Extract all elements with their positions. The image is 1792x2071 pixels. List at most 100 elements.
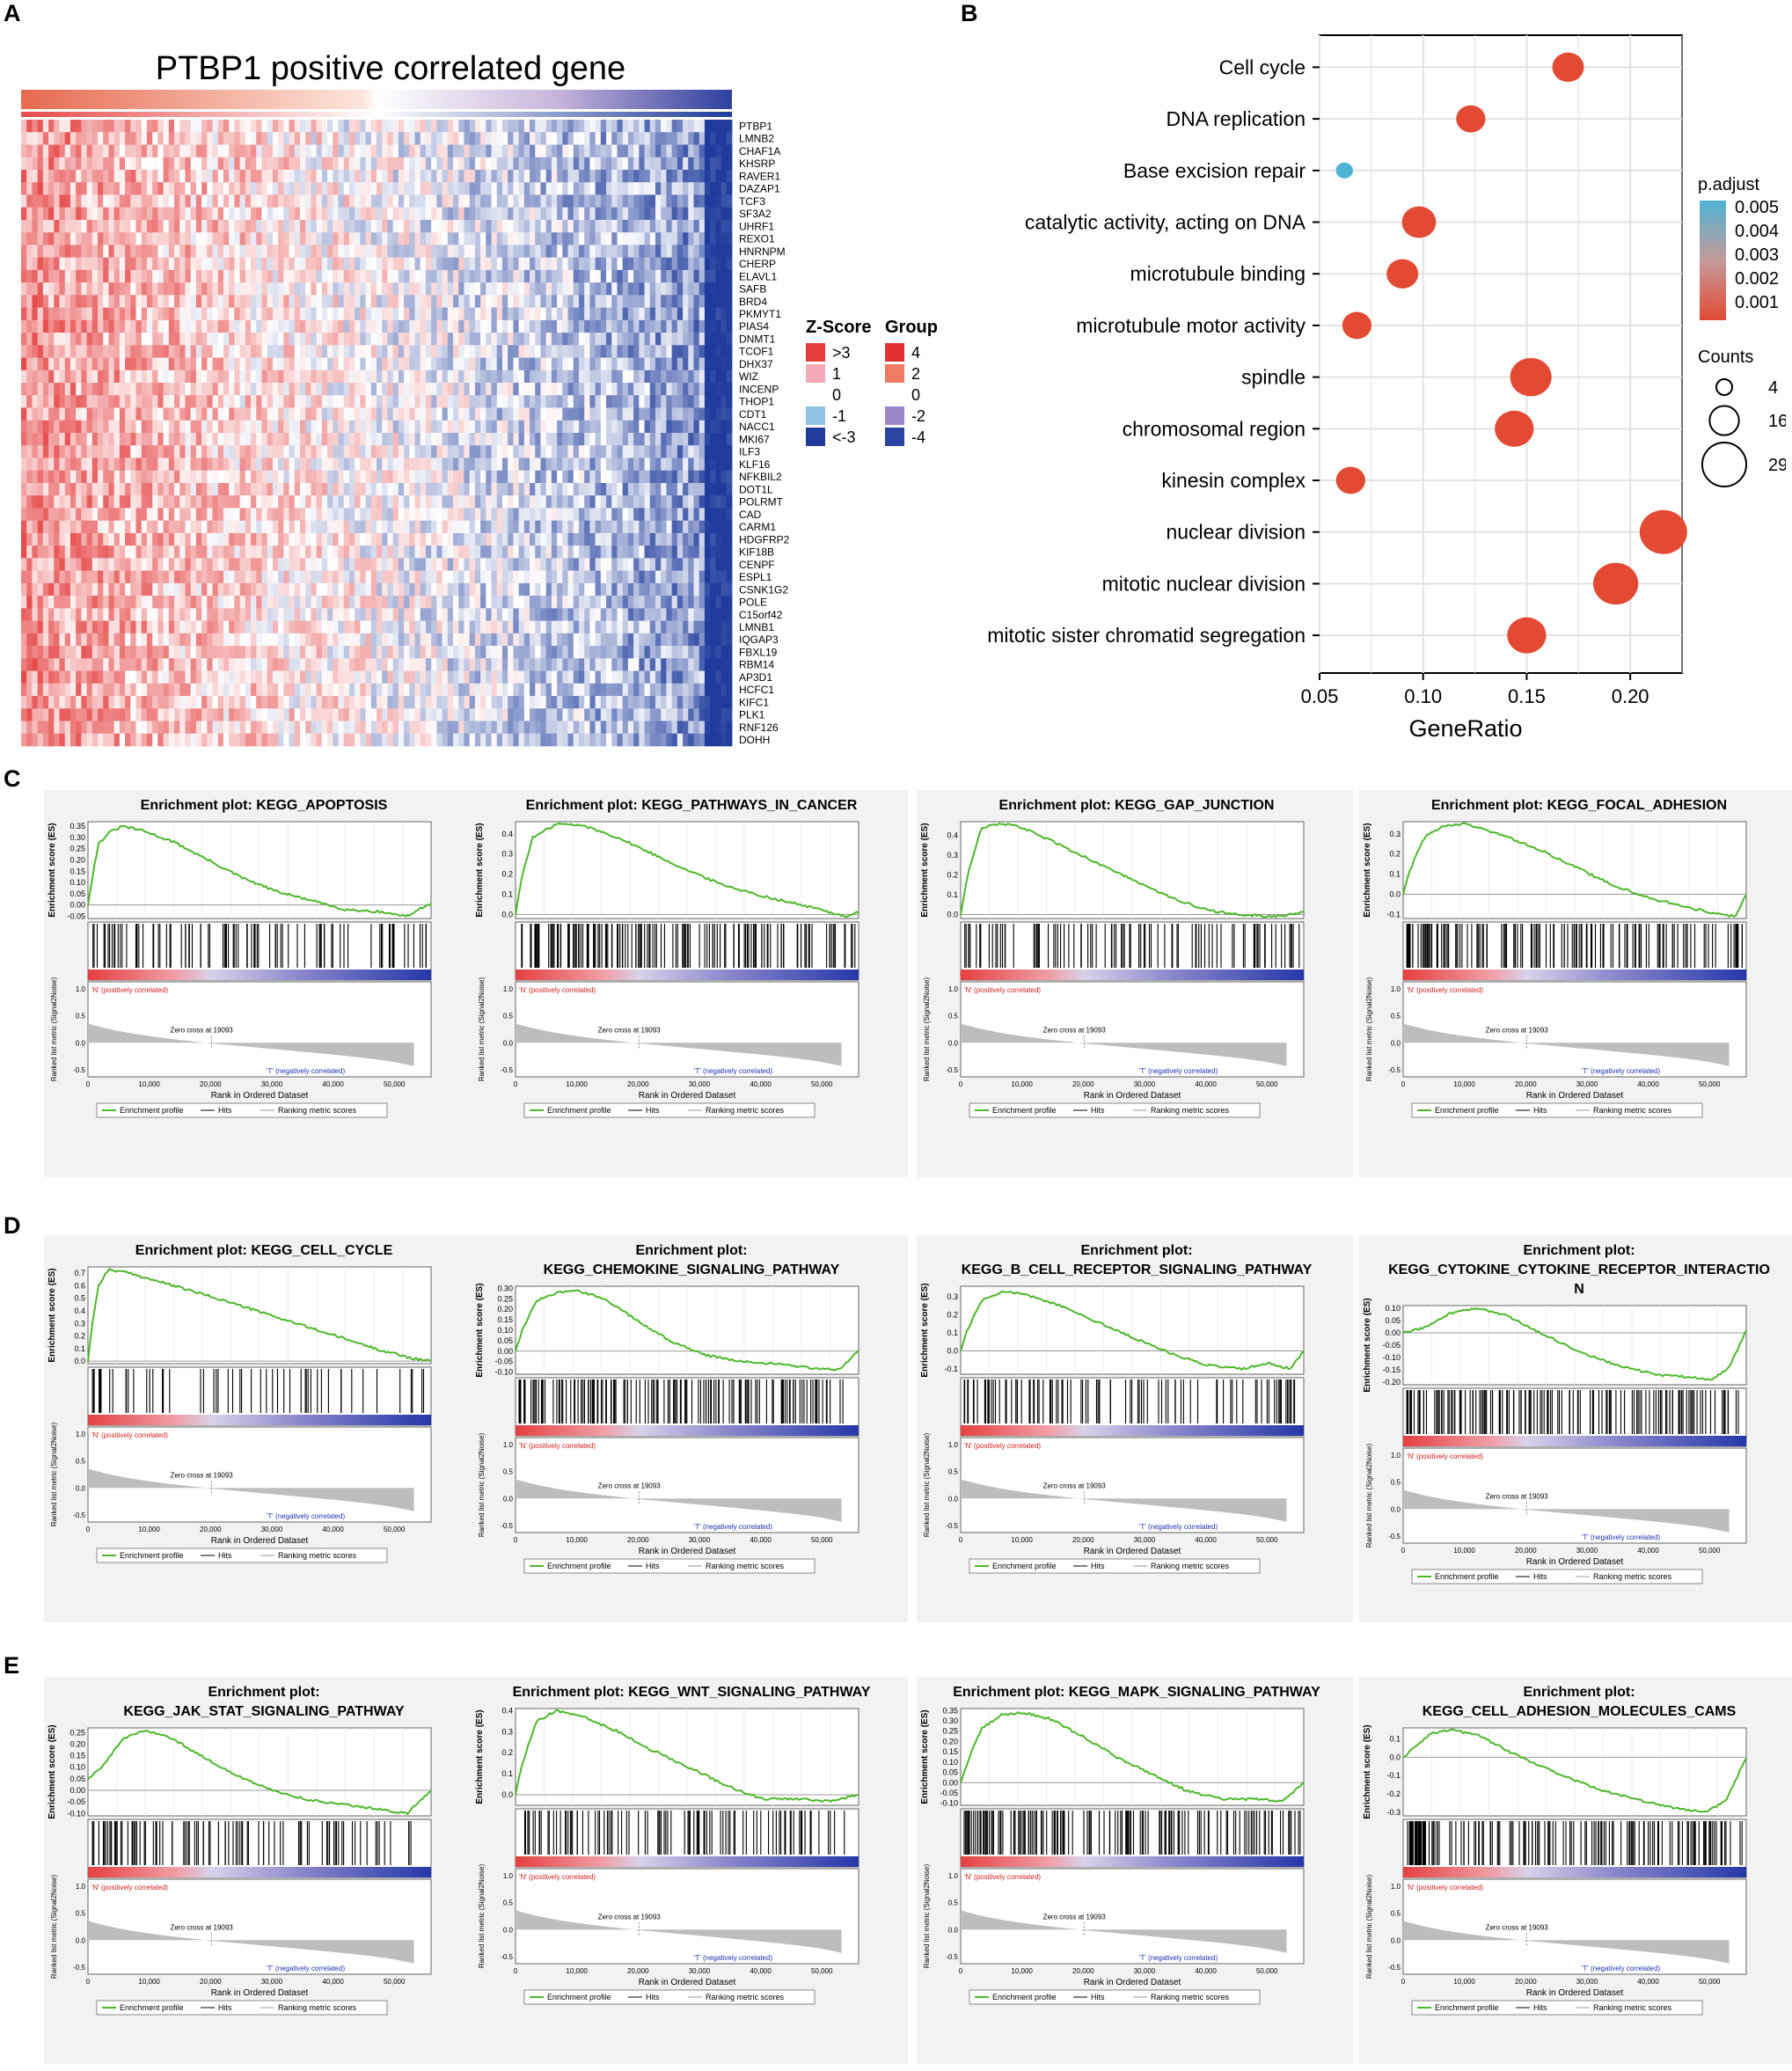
heatmap-cell [387, 257, 394, 271]
heatmap-cell [551, 295, 558, 308]
heatmap-cell [649, 495, 656, 509]
heatmap-cell [530, 370, 536, 384]
heatmap-cell [245, 596, 252, 609]
heatmap-cell [299, 445, 306, 458]
heatmap-cell [710, 295, 716, 308]
heatmap-cell [91, 357, 99, 371]
heatmap-cell [21, 257, 27, 271]
heatmap-cell [704, 570, 711, 584]
heatmap-cell [311, 219, 318, 233]
heatmap-cell [501, 532, 508, 546]
heatmap-cell [693, 470, 700, 484]
heatmap-cell [59, 269, 66, 283]
heatmap-cell [163, 457, 170, 472]
heatmap-cell [414, 182, 421, 195]
heatmap-cell [508, 582, 514, 596]
heatmap-cell [671, 470, 678, 484]
heatmap-cell [442, 383, 449, 396]
heatmap-cell [633, 194, 640, 208]
heatmap-cell [420, 570, 427, 584]
heatmap-cell [414, 520, 421, 534]
heatmap-cell [398, 219, 405, 233]
heatmap-cell [530, 558, 536, 571]
heatmap-cell [453, 407, 459, 421]
heatmap-cell [76, 232, 82, 245]
heatmap-cell [338, 207, 345, 221]
heatmap-cell [343, 482, 350, 496]
heatmap-cell [360, 169, 366, 183]
heatmap-cell [370, 470, 377, 484]
heatmap-cell [289, 582, 296, 596]
heatmap-cell [392, 333, 399, 346]
heatmap-cell [606, 395, 612, 408]
heatmap-cell [458, 194, 464, 208]
heatmap-cell [573, 582, 580, 596]
heatmap-cell [414, 157, 421, 171]
heatmap-cell [720, 144, 728, 158]
heatmap-cell [294, 219, 301, 233]
heatmap-cell [360, 457, 366, 472]
heatmap-cell [223, 182, 230, 195]
heatmap-cell [103, 345, 109, 358]
heatmap-cell [234, 169, 241, 183]
heatmap-cell [256, 207, 262, 221]
heatmap-cell [299, 257, 306, 271]
heatmap-cell [59, 219, 66, 233]
heatmap-cell [639, 558, 645, 571]
heatmap-cell [125, 357, 131, 371]
heatmap-cell [486, 370, 492, 384]
heatmap-cell [535, 169, 541, 183]
heatmap-cell [54, 132, 60, 145]
heatmap-cell [54, 182, 60, 195]
heatmap-cell [234, 333, 241, 346]
heatmap-cell [305, 532, 311, 546]
heatmap-cell [464, 470, 471, 484]
heatmap-cell [469, 257, 476, 271]
heatmap-cell [431, 194, 437, 208]
heatmap-cell [108, 132, 115, 145]
heatmap-cell [545, 558, 552, 571]
heatmap-cell [267, 144, 274, 158]
heatmap-cell [305, 420, 311, 434]
heatmap-cell [508, 132, 514, 145]
heatmap-cell [464, 295, 471, 308]
heatmap-cell [179, 582, 186, 596]
heatmap-cell [726, 457, 733, 472]
heatmap-cell [289, 532, 296, 546]
heatmap-cell [251, 520, 257, 534]
heatmap-cell [508, 395, 514, 408]
heatmap-cell [163, 269, 170, 283]
heatmap-cell [414, 570, 421, 584]
heatmap-cell [157, 482, 164, 496]
heatmap-cell [562, 582, 568, 596]
heatmap-cell [551, 395, 558, 408]
heatmap-cell [683, 383, 689, 396]
heatmap-cell [535, 269, 541, 283]
heatmap-cell [130, 532, 136, 546]
heatmap-cell [86, 383, 93, 396]
heatmap-cell [535, 282, 541, 296]
heatmap-cell [42, 420, 49, 434]
heatmap-cell [431, 245, 437, 258]
heatmap-cell [261, 282, 268, 296]
heatmap-cell [251, 596, 257, 609]
heatmap-cell [513, 245, 519, 258]
heatmap-cell [595, 470, 602, 484]
heatmap-cell [409, 295, 415, 308]
heatmap-cell [453, 345, 459, 358]
heatmap-cell [442, 333, 449, 346]
heatmap-cell [299, 407, 306, 421]
heatmap-cell [48, 232, 55, 245]
heatmap-cell [655, 219, 662, 233]
heatmap-cell [261, 470, 268, 484]
heatmap-cell [113, 532, 121, 546]
heatmap-cell [32, 169, 39, 183]
heatmap-cell [420, 395, 427, 408]
heatmap-cell [699, 545, 706, 559]
heatmap-cell [321, 182, 328, 195]
heatmap-cell [119, 370, 126, 384]
heatmap-cell [316, 370, 323, 384]
heatmap-cell [513, 120, 519, 133]
heatmap-cell [720, 295, 728, 308]
heatmap-cell [190, 357, 197, 371]
